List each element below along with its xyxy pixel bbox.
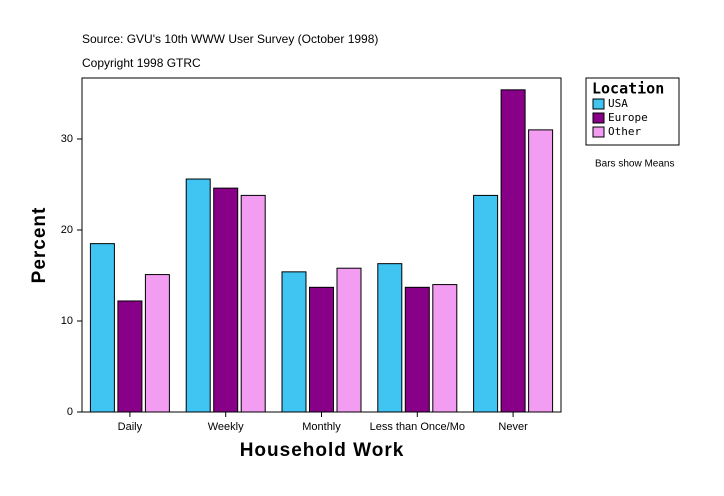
bar (404, 286, 430, 413)
bar (309, 286, 334, 413)
legend-swatch (592, 112, 605, 124)
legend-swatch (592, 126, 605, 138)
note: Bars show Means (595, 159, 674, 170)
y-tick-label: 0 (67, 406, 73, 418)
bar (240, 194, 266, 413)
legend-label: Europe (608, 111, 648, 124)
bar (213, 187, 239, 413)
bar (185, 178, 211, 413)
x-axis-label: Household Work (240, 440, 405, 461)
chart-title: Source: GVU's 10th WWW User Survey (Octo… (82, 32, 378, 46)
bar (117, 300, 143, 413)
y-tick-label: 30 (61, 133, 73, 145)
x-tick-label: Monthly (302, 421, 341, 433)
legend-title: Location (592, 80, 664, 98)
legend-label: Other (608, 125, 641, 138)
x-tick-label: Daily (118, 421, 143, 433)
bar (432, 284, 458, 413)
bar (500, 89, 526, 413)
legend-label: USA (608, 97, 628, 110)
bar (473, 194, 499, 413)
legend-swatch (592, 98, 605, 110)
x-tick-label: Less than Once/Mo (370, 421, 465, 433)
y-tick-label: 20 (61, 224, 73, 236)
bar (377, 263, 403, 413)
bar (281, 271, 307, 413)
bar (336, 267, 362, 413)
bar (528, 129, 554, 413)
y-axis-label: Percent (29, 207, 50, 284)
x-tick-label: Weekly (208, 421, 244, 433)
y-tick-label: 10 (61, 315, 73, 327)
bar (144, 274, 170, 413)
bar (89, 243, 115, 413)
chart-subtitle: Copyright 1998 GTRC (82, 56, 201, 70)
x-tick-label: Never (498, 421, 528, 433)
